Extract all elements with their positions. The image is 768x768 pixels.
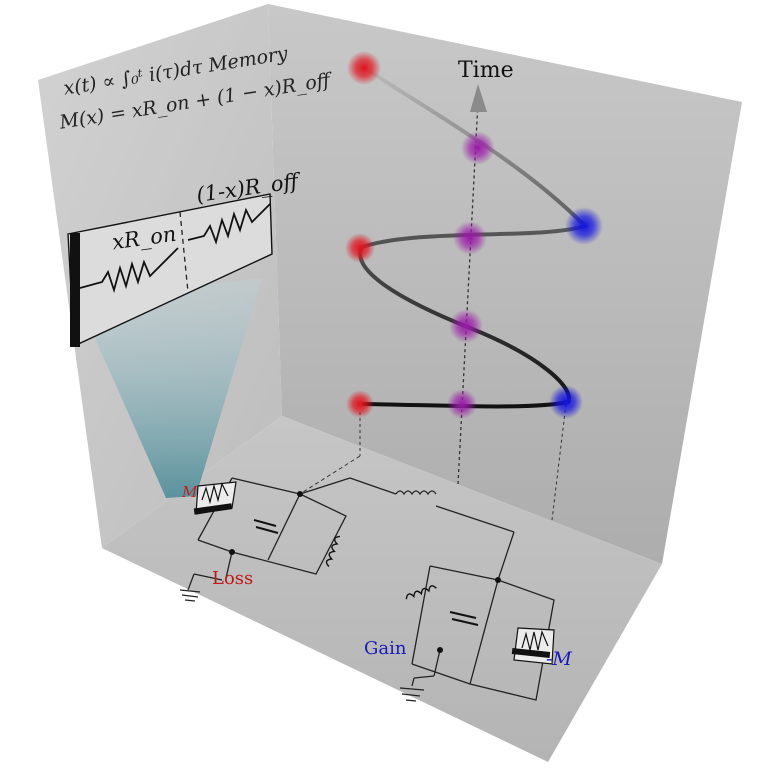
back-wall bbox=[268, 4, 742, 564]
memristor-loss-label: M bbox=[182, 483, 198, 501]
dot-red-3 bbox=[346, 390, 374, 418]
loss-inductor bbox=[325, 535, 341, 568]
time-arrow-head bbox=[470, 84, 487, 112]
loss-circuit bbox=[179, 477, 347, 602]
gain-inductor bbox=[405, 585, 437, 600]
drop-line-right bbox=[551, 403, 567, 521]
gain-label: Gain bbox=[364, 638, 407, 659]
memristor-box-divider bbox=[179, 211, 189, 293]
dot-purple-4 bbox=[447, 389, 477, 419]
coupling-line bbox=[299, 477, 515, 581]
zoom-cone bbox=[78, 278, 262, 498]
dot-blue-2 bbox=[549, 385, 583, 419]
loss-label: Loss bbox=[212, 568, 254, 589]
dot-red-2 bbox=[345, 233, 375, 263]
trajectory-curve bbox=[358, 64, 589, 409]
dot-purple-3 bbox=[449, 309, 483, 343]
memristor-gain-label: -M bbox=[546, 648, 572, 670]
time-axis-label: Time bbox=[458, 58, 514, 83]
junction-dots bbox=[229, 491, 501, 653]
dot-purple-2 bbox=[453, 221, 487, 255]
dot-purple-1 bbox=[461, 131, 495, 165]
gain-memristor bbox=[511, 627, 555, 665]
floor bbox=[102, 416, 662, 762]
gain-capacitor bbox=[449, 611, 479, 626]
time-axis bbox=[457, 101, 479, 485]
loss-memristor bbox=[193, 481, 237, 515]
drop-line-link-left bbox=[299, 455, 361, 495]
dot-red-top bbox=[347, 51, 381, 85]
resistor-xron bbox=[79, 247, 179, 294]
dot-blue-1 bbox=[565, 207, 603, 245]
resistor-roff bbox=[187, 203, 271, 245]
memristor-box-bar bbox=[70, 233, 80, 347]
loss-capacitor bbox=[253, 519, 279, 534]
